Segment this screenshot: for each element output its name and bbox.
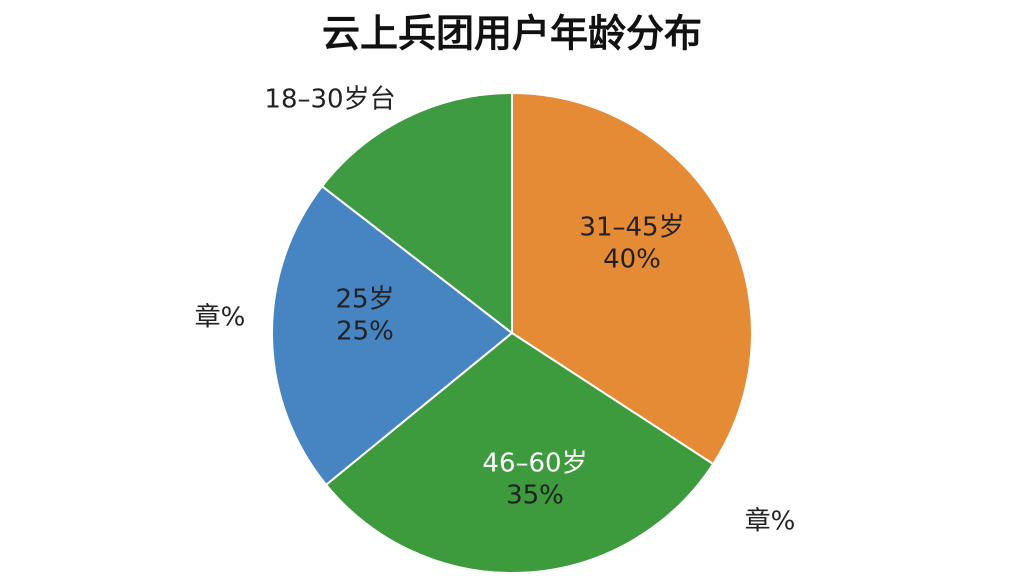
slice-label: 31–45岁 — [579, 213, 684, 243]
slice-label: 18–30岁台 — [264, 85, 395, 115]
pie-slice — [324, 331, 715, 574]
value-label: 35% — [506, 481, 564, 511]
slice-label: 25岁 — [335, 285, 394, 315]
chart-title: 云上兵团用户年龄分布 — [322, 12, 702, 56]
value-label: 40% — [603, 245, 661, 275]
pie-slice — [271, 184, 514, 487]
annotation: 章% — [745, 507, 796, 537]
slice-label: 46–60岁 — [482, 449, 587, 479]
annotation: 章% — [195, 303, 246, 333]
pie-slice — [320, 91, 513, 336]
value-label: 25% — [336, 317, 394, 347]
